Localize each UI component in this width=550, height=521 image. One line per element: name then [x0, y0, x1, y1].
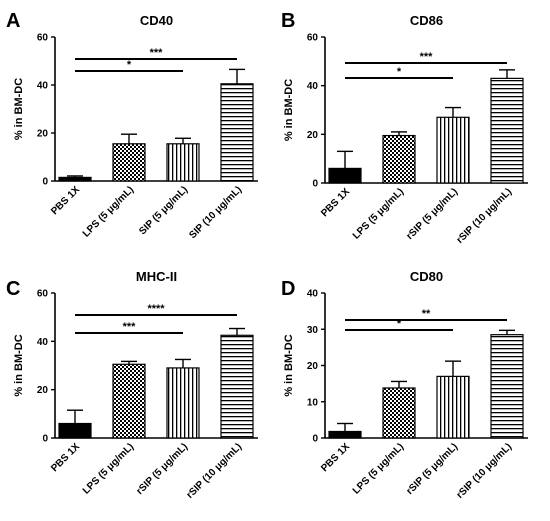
- panel-d-category-label-4: rSIP (10 μg/mL): [455, 441, 515, 501]
- panel-a-bar-2: [112, 143, 146, 182]
- panel-c-y-tick-label: 20: [37, 385, 49, 396]
- panel-a-y-tick-label: 40: [37, 81, 49, 92]
- panel-d-bar-3: [436, 375, 470, 439]
- panel-d-bar-4: [490, 334, 524, 439]
- panel-c-significance-label-2: ****: [147, 303, 165, 315]
- panel-d-letter: D: [281, 278, 295, 300]
- panel-a-category-label-1: PBS 1X: [49, 184, 82, 217]
- panel-b-title: CD86: [410, 13, 443, 28]
- panel-d-category-label-3: rSIP (5 μg/mL): [405, 441, 461, 497]
- panel-d-y-axis-label: % in BM-DC: [283, 334, 295, 396]
- panel-c-category-label-4: rSIP (10 μg/mL): [185, 441, 245, 501]
- panel-c-category-label-1: PBS 1X: [49, 441, 82, 474]
- panel-d-bar-2: [382, 387, 416, 439]
- panel-a-letter: A: [6, 10, 20, 32]
- panel-b-category-label-1: PBS 1X: [319, 186, 352, 219]
- panel-b-significance-label-1: *: [397, 66, 402, 78]
- panel-b-y-tick-label: 40: [307, 81, 319, 92]
- panel-c-bar-3: [166, 367, 200, 439]
- panel-b-bar-1: [328, 167, 362, 184]
- panel-a-bar-4: [220, 83, 254, 182]
- panel-b-y-axis-label: % in BM-DC: [283, 79, 295, 141]
- panel-d-y-tick-label: 20: [307, 361, 319, 372]
- panel-b-y-tick-label: 20: [307, 130, 319, 141]
- panel-b-y-tick-label: 0: [312, 179, 318, 190]
- panel-d-y-tick-label: 30: [307, 325, 319, 336]
- panel-a-y-tick-label: 0: [42, 177, 48, 188]
- panel-d-y-tick-label: 0: [312, 434, 318, 445]
- panel-d-bar-1: [328, 430, 362, 439]
- panel-d-category-label-2: LPS (5 μg/mL): [351, 441, 406, 496]
- panel-c-category-label-2: LPS (5 μg/mL): [81, 441, 136, 496]
- panel-c-y-tick-label: 40: [37, 337, 49, 348]
- panel-a-y-tick-label: 60: [37, 33, 49, 44]
- panel-c-bar-4: [220, 334, 254, 439]
- panel-b-bar-3: [436, 116, 470, 184]
- panel-c-y-axis-label: % in BM-DC: [13, 334, 25, 396]
- panel-c-bar-2: [112, 363, 146, 439]
- panel-a-significance-label-1: *: [127, 59, 132, 71]
- panel-a-title: CD40: [140, 13, 173, 28]
- panel-a-significance-label-2: ***: [150, 47, 164, 59]
- panel-b-y-tick-label: 60: [307, 33, 319, 44]
- panel-b-bar-2: [382, 134, 416, 184]
- panel-b-category-label-2: LPS (5 μg/mL): [351, 186, 406, 241]
- panel-d-significance-label-1: *: [397, 318, 402, 330]
- panel-b-category-label-3: rSIP (5 μg/mL): [405, 186, 461, 242]
- panel-a-category-label-2: LPS (5 μg/mL): [81, 184, 136, 239]
- panel-c-category-label-3: rSIP (5 μg/mL): [135, 441, 191, 497]
- panel-c-y-tick-label: 0: [42, 434, 48, 445]
- panel-d-title: CD80: [410, 269, 443, 284]
- panel-c-letter: C: [6, 278, 20, 300]
- panel-d-significance-label-2: **: [422, 308, 431, 320]
- panel-b-bar-4: [490, 77, 524, 184]
- panel-b-category-label-4: rSIP (10 μg/mL): [455, 186, 515, 246]
- panel-a-bar-3: [166, 143, 200, 182]
- panel-a-y-axis-label: % in BM-DC: [13, 78, 25, 140]
- panel-a-category-label-3: SIP (5 μg/mL): [137, 184, 190, 237]
- panel-a-y-tick-label: 20: [37, 129, 49, 140]
- panel-c-significance-label-1: ***: [123, 321, 137, 333]
- panel-b-significance-label-2: ***: [420, 51, 434, 63]
- panel-c-y-tick-label: 60: [37, 289, 49, 300]
- panel-d-y-tick-label: 10: [307, 397, 319, 408]
- panel-a-category-label-4: SIP (10 μg/mL): [187, 184, 244, 241]
- panel-a-bar-1: [58, 176, 92, 182]
- panel-d-y-tick-label: 40: [307, 289, 319, 300]
- panel-c-title: MHC-II: [136, 269, 177, 284]
- panel-b-letter: B: [281, 10, 295, 32]
- panel-c-bar-1: [58, 422, 92, 439]
- panel-d-category-label-1: PBS 1X: [319, 441, 352, 474]
